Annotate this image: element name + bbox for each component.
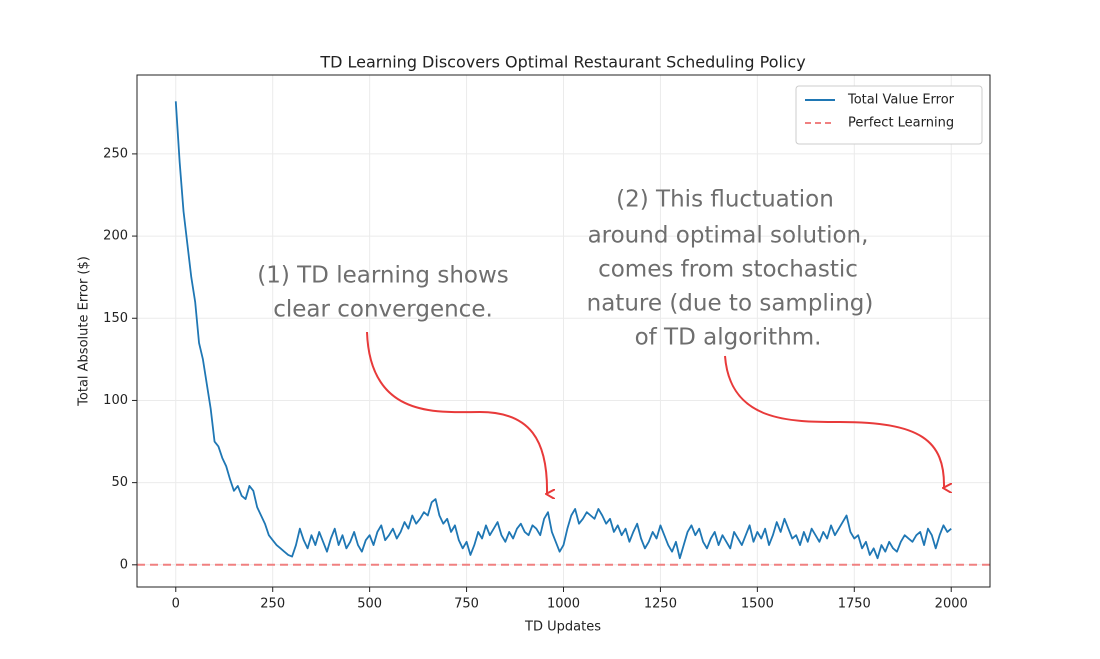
x-tick-label: 750 [454,597,479,612]
x-tick-label: 1250 [644,597,677,612]
x-tick-label: 250 [260,597,285,612]
annotation-text: of TD algorithm. [635,325,822,351]
plot-frame [136,74,991,588]
x-tick-label: 1500 [741,597,774,612]
annotation-text: nature (due to sampling) [587,291,874,317]
legend-label: Total Value Error [847,93,955,108]
annotations: (1) TD learning shows clear convergence.… [257,187,944,495]
y-tick-label: 50 [111,475,128,490]
x-axis-label: TD Updates [524,620,601,635]
y-tick-label: 100 [103,393,128,408]
annotation-text: (1) TD learning shows [257,263,509,289]
annotation-text: clear convergence. [273,297,493,323]
x-tick-label: 1750 [838,597,871,612]
data-line [174,101,952,560]
x-tick-label: 0 [172,597,180,612]
legend-label: Perfect Learning [848,116,954,131]
y-tick-label: 250 [103,146,128,161]
annotation-text: comes from stochastic [598,257,858,283]
y-tick-label: 200 [103,229,128,244]
x-tick-label: 2000 [935,597,968,612]
y-tick-label: 0 [120,557,128,572]
y-tick-label: 150 [103,311,128,326]
arrow [366,331,547,494]
arrow [724,355,944,488]
annotation-text: (2) This fluctuation [616,187,834,213]
chart-title: TD Learning Discovers Optimal Restaurant… [319,53,805,72]
legend-box [795,85,983,145]
x-tick-label: 500 [357,597,382,612]
annotation-text: around optimal solution, [588,223,869,249]
x-tick-label: 1000 [547,597,580,612]
y-axis-label: Total Absolute Error ($) [77,256,92,407]
